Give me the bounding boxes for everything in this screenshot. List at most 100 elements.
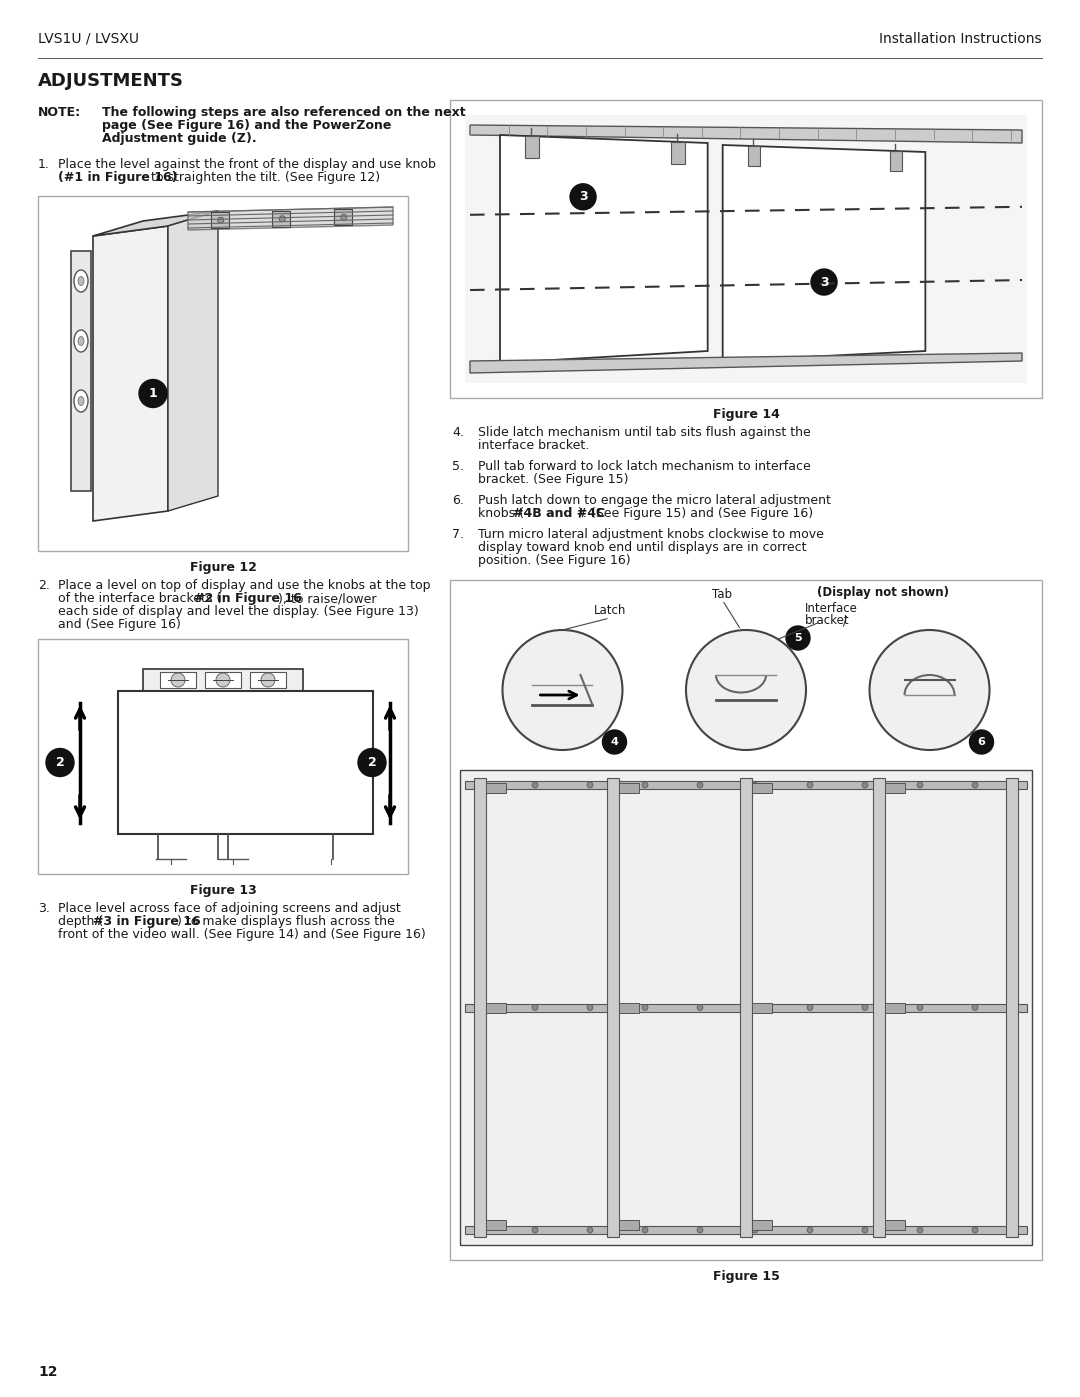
- Text: of the interface brackets (: of the interface brackets (: [58, 592, 221, 605]
- Text: 2: 2: [367, 756, 376, 768]
- Bar: [71, 251, 91, 490]
- Bar: [465, 1227, 1027, 1234]
- Ellipse shape: [75, 390, 87, 412]
- Bar: [474, 778, 486, 1236]
- Circle shape: [280, 215, 285, 222]
- Circle shape: [139, 380, 167, 408]
- Text: Place a level on top of display and use the knobs at the top: Place a level on top of display and use …: [58, 578, 431, 592]
- Circle shape: [532, 1227, 538, 1234]
- Bar: [465, 781, 1027, 789]
- Circle shape: [642, 782, 648, 788]
- Circle shape: [588, 1004, 593, 1010]
- Circle shape: [341, 214, 347, 221]
- Bar: [486, 1220, 507, 1229]
- Bar: [160, 672, 195, 687]
- Polygon shape: [500, 136, 707, 363]
- Circle shape: [970, 731, 994, 754]
- Bar: [211, 212, 229, 228]
- Text: ) to make displays flush across the: ) to make displays flush across the: [177, 915, 395, 928]
- Circle shape: [972, 782, 978, 788]
- Circle shape: [477, 1004, 483, 1010]
- Circle shape: [786, 626, 810, 650]
- Circle shape: [811, 270, 837, 295]
- Text: 2: 2: [56, 756, 65, 768]
- Text: The following steps are also referenced on the next: The following steps are also referenced …: [102, 106, 465, 119]
- Ellipse shape: [75, 330, 87, 352]
- Bar: [525, 136, 539, 158]
- Text: page (See Figure 16) and the PowerZone: page (See Figure 16) and the PowerZone: [102, 119, 391, 131]
- Circle shape: [862, 782, 868, 788]
- Circle shape: [697, 1004, 703, 1010]
- Text: and (See Figure 16): and (See Figure 16): [58, 617, 180, 631]
- Bar: [38, 196, 408, 550]
- Text: 1.: 1.: [38, 158, 50, 170]
- Bar: [752, 782, 772, 793]
- Bar: [752, 1220, 772, 1229]
- Text: interface bracket.: interface bracket.: [478, 439, 590, 453]
- Bar: [205, 672, 241, 687]
- Bar: [465, 1003, 1027, 1011]
- Circle shape: [807, 782, 813, 788]
- Text: /: /: [843, 615, 847, 627]
- Circle shape: [917, 1004, 923, 1010]
- Text: 5.: 5.: [453, 460, 464, 474]
- Text: 6: 6: [977, 738, 985, 747]
- Text: Installation Instructions: Installation Instructions: [879, 32, 1042, 46]
- Circle shape: [917, 782, 923, 788]
- Circle shape: [357, 749, 386, 777]
- Text: Figure 14: Figure 14: [713, 408, 780, 420]
- Circle shape: [588, 782, 593, 788]
- Bar: [885, 1220, 905, 1229]
- Bar: [38, 638, 408, 875]
- Text: each side of display and level the display. (See Figure 13): each side of display and level the displ…: [58, 605, 419, 617]
- Circle shape: [972, 1004, 978, 1010]
- Ellipse shape: [78, 277, 84, 285]
- Text: Interface: Interface: [806, 602, 859, 615]
- Circle shape: [532, 1004, 538, 1010]
- Text: Tab: Tab: [713, 588, 732, 601]
- Circle shape: [603, 731, 626, 754]
- Bar: [486, 1003, 507, 1013]
- Text: #3 in Figure 16: #3 in Figure 16: [93, 915, 201, 928]
- Bar: [748, 147, 760, 166]
- Bar: [1005, 778, 1018, 1236]
- Circle shape: [502, 630, 622, 750]
- Bar: [272, 211, 291, 226]
- Circle shape: [216, 673, 230, 687]
- Text: Adjustment guide (Z).: Adjustment guide (Z).: [102, 131, 257, 145]
- Text: #2 in Figure 16: #2 in Figure 16: [194, 592, 302, 605]
- Bar: [450, 101, 1042, 398]
- Bar: [619, 1220, 639, 1229]
- Polygon shape: [188, 207, 393, 231]
- Polygon shape: [470, 353, 1022, 373]
- Circle shape: [477, 1227, 483, 1234]
- Polygon shape: [93, 211, 218, 236]
- Text: Turn micro lateral adjustment knobs clockwise to move: Turn micro lateral adjustment knobs cloc…: [478, 528, 824, 541]
- Circle shape: [807, 1227, 813, 1234]
- Text: 6.: 6.: [453, 495, 464, 507]
- Ellipse shape: [75, 270, 87, 292]
- Text: Figure 13: Figure 13: [190, 884, 256, 897]
- Text: ADJUSTMENTS: ADJUSTMENTS: [38, 73, 184, 89]
- Bar: [873, 778, 885, 1236]
- Text: depth (: depth (: [58, 915, 104, 928]
- Text: 7.: 7.: [453, 528, 464, 541]
- Bar: [890, 151, 902, 170]
- Circle shape: [972, 1227, 978, 1234]
- Text: display toward knob end until displays are in correct: display toward knob end until displays a…: [478, 541, 807, 555]
- Text: Place level across face of adjoining screens and adjust: Place level across face of adjoining scr…: [58, 902, 401, 915]
- Circle shape: [261, 673, 275, 687]
- Circle shape: [752, 782, 758, 788]
- Text: Pull tab forward to lock latch mechanism to interface: Pull tab forward to lock latch mechanism…: [478, 460, 811, 474]
- Circle shape: [752, 1004, 758, 1010]
- Bar: [619, 1003, 639, 1013]
- Bar: [752, 1003, 772, 1013]
- Bar: [740, 778, 752, 1236]
- Text: Latch: Latch: [594, 604, 626, 617]
- Bar: [460, 770, 1032, 1245]
- Circle shape: [588, 1227, 593, 1234]
- Circle shape: [642, 1004, 648, 1010]
- Text: Push latch down to engage the micro lateral adjustment: Push latch down to engage the micro late…: [478, 495, 831, 507]
- Circle shape: [697, 782, 703, 788]
- Bar: [334, 210, 352, 225]
